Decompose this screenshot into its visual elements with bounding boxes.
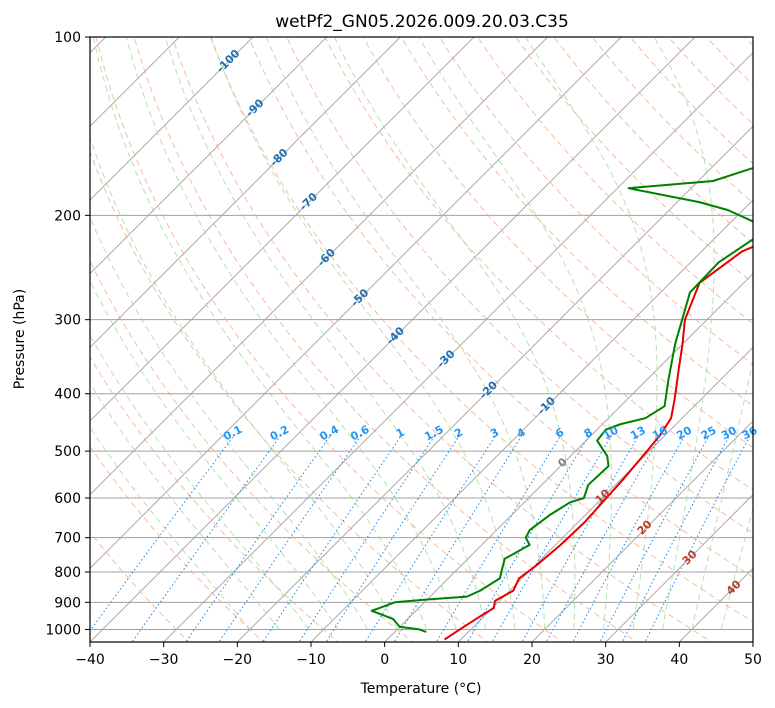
moist-adiabat-line (720, 506, 753, 630)
moist-adiabat-line (524, 37, 658, 630)
y-tick-label: 900 (54, 595, 81, 611)
moist-adiabat-line (90, 279, 339, 630)
mixing-ratio-line (364, 434, 497, 642)
x-tick-label: −30 (149, 652, 179, 668)
mixing-ratio-line (262, 434, 403, 642)
moist-adiabat-line (90, 215, 369, 630)
dry-adiabat-line (209, 37, 753, 623)
moist-adiabat-line (691, 358, 753, 630)
dry-adiabat-line (90, 356, 340, 642)
mixing-ratio-label: 13 (628, 424, 648, 443)
x-tick-label: −40 (75, 652, 105, 668)
mixing-ratio-label: 20 (674, 424, 694, 443)
x-tick-label: 20 (523, 652, 541, 668)
moist-adiabat-line (90, 334, 310, 630)
moist-adiabat-line (210, 37, 516, 630)
mixing-ratio-label: 16 (650, 424, 670, 443)
moist-adiabat-line (418, 37, 613, 630)
moist-adiabat-line (90, 135, 398, 630)
mixing-ratio-line (572, 434, 686, 642)
dry-adiabat-line (95, 37, 564, 642)
mixing-ratio-line (298, 434, 436, 642)
x-tick-label: 40 (670, 652, 688, 668)
y-tick-label: 100 (54, 30, 81, 46)
mixing-ratio-line (599, 434, 710, 642)
mixing-ratio-label: 10 (601, 424, 621, 443)
y-tick-label: 300 (54, 313, 81, 329)
dry-adiabat-line (90, 445, 265, 642)
dry-adiabat-line (133, 37, 638, 642)
mixing-ratio-line (521, 434, 640, 642)
mixing-ratio-line (131, 434, 282, 642)
mixing-ratio-line (218, 434, 362, 642)
isotherm-line (236, 125, 753, 642)
mixing-ratio-label: 25 (699, 424, 719, 443)
y-tick-label: 600 (54, 491, 81, 507)
moist-adiabat-line (126, 37, 457, 630)
isotherm-line (384, 273, 753, 642)
isotherm-line (457, 346, 753, 642)
x-tick-label: 50 (744, 652, 762, 668)
chart-title: wetPf2_GN05.2026.009.20.03.C35 (275, 12, 569, 32)
moist-adiabat-line (164, 37, 487, 630)
y-axis-label: Pressure (hPa) (12, 289, 28, 389)
mixing-ratio-line (491, 434, 613, 642)
plot-frame (89, 36, 754, 643)
x-tick-label: 0 (380, 652, 389, 668)
y-tick-label: 400 (54, 387, 81, 403)
dry-adiabat-line (90, 259, 414, 642)
dewpoint-line (370, 166, 753, 633)
moist-adiabat-line (90, 382, 280, 630)
y-tick-label: 800 (54, 565, 81, 581)
isotherm-line (531, 420, 753, 642)
isotherm-line (605, 494, 753, 642)
isotherm-line (90, 37, 549, 496)
isotherm-line (90, 37, 696, 642)
x-tick-label: 30 (597, 652, 615, 668)
y-tick-label: 1000 (45, 622, 81, 638)
y-tick-label: 700 (54, 531, 81, 547)
mixing-ratio-line (621, 434, 731, 642)
x-tick-label: 10 (449, 652, 467, 668)
mixing-ratio-label: 30 (719, 424, 739, 443)
y-tick-label: 500 (54, 444, 81, 460)
isotherm-line (90, 37, 254, 201)
mixing-ratio-line (545, 434, 662, 642)
moist-adiabat-line (92, 37, 428, 630)
moist-adiabat-line (333, 37, 576, 630)
x-tick-label: −20 (223, 652, 253, 668)
moist-adiabat-line (90, 426, 251, 630)
isotherm-line (310, 199, 753, 642)
temperature-line (444, 245, 753, 641)
y-tick-label: 200 (54, 208, 81, 224)
mixing-ratio-line (466, 434, 590, 642)
dry-adiabat-line (515, 37, 753, 284)
mixing-ratio-line (435, 434, 562, 642)
mixing-ratio-line (393, 434, 523, 642)
dry-adiabat-line (90, 150, 489, 642)
x-axis-label: Temperature (°C) (360, 681, 482, 697)
mixing-ratio-label: 36 (740, 424, 760, 443)
moist-adiabat-line (266, 37, 546, 630)
isotherm-line (90, 37, 328, 275)
x-tick-label: −10 (296, 652, 326, 668)
isotherm-line (163, 52, 753, 642)
